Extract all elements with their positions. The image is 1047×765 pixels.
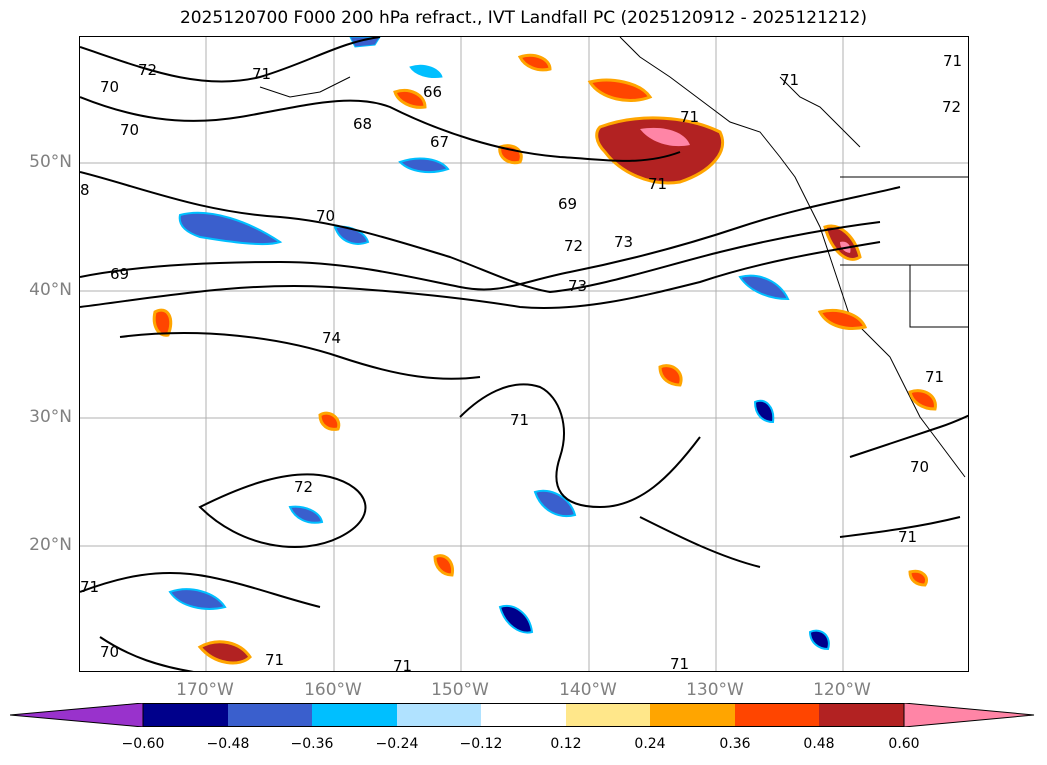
positive-anomaly-fill bbox=[152, 53, 937, 665]
contour-label-group: 72 71 70 66 71 71 72 70 68 67 71 8 69 70… bbox=[80, 52, 962, 672]
contour-label: 71 bbox=[393, 657, 412, 672]
lat-label-50n: 50°N bbox=[29, 152, 72, 172]
contour-label: 68 bbox=[353, 115, 372, 133]
contour-label: 70 bbox=[120, 121, 139, 139]
contour-label: 71 bbox=[265, 651, 284, 669]
colorbar-segment bbox=[143, 703, 228, 727]
colorbar-tick: 0.48 bbox=[803, 736, 835, 752]
contour-label: 72 bbox=[294, 478, 313, 496]
colorbar-segment bbox=[819, 703, 904, 727]
contour-label: 69 bbox=[558, 195, 577, 213]
colorbar-extend-min bbox=[9, 702, 144, 728]
contour-label: 70 bbox=[910, 458, 929, 476]
coastlines bbox=[259, 37, 968, 478]
colorbar-tick: −0.60 bbox=[121, 736, 165, 752]
contour-label: 67 bbox=[430, 133, 449, 151]
colorbar-segment bbox=[312, 703, 397, 727]
colorbar-segment bbox=[735, 703, 819, 727]
contour-label: 71 bbox=[680, 108, 699, 126]
contour-label: 70 bbox=[316, 207, 335, 225]
colorbar-tick: −0.24 bbox=[375, 736, 419, 752]
contour-label: 72 bbox=[942, 98, 961, 116]
lon-label-170w: 170°W bbox=[176, 680, 234, 700]
contour-label: 71 bbox=[780, 71, 799, 89]
contour-label: 71 bbox=[670, 655, 689, 672]
contour-label: 71 bbox=[80, 578, 99, 596]
map-title: 2025120700 F000 200 hPa refract., IVT La… bbox=[179, 8, 867, 28]
colorbar-tick: 0.24 bbox=[634, 736, 666, 752]
contour-label: 66 bbox=[423, 83, 442, 101]
colorbar-svg bbox=[9, 702, 1035, 728]
lon-label-120w: 120°W bbox=[813, 680, 871, 700]
contour-label: 69 bbox=[110, 265, 129, 283]
colorbar-tick: 0.36 bbox=[719, 736, 751, 752]
map-canvas: 72 71 70 66 71 71 72 70 68 67 71 8 69 70… bbox=[80, 37, 968, 672]
lat-label-20n: 20°N bbox=[29, 535, 72, 555]
colorbar-extend-max bbox=[903, 702, 1035, 728]
colorbar-tick: −0.36 bbox=[290, 736, 334, 752]
colorbar-segment bbox=[481, 703, 566, 727]
lon-label-150w: 150°W bbox=[431, 680, 489, 700]
contour-label: 71 bbox=[252, 65, 271, 83]
lon-label-160w: 160°W bbox=[304, 680, 362, 700]
contour-label: 8 bbox=[80, 181, 90, 199]
contour-label: 71 bbox=[898, 528, 917, 546]
contour-label: 71 bbox=[510, 411, 529, 429]
lat-label-30n: 30°N bbox=[29, 407, 72, 427]
height-contours bbox=[80, 37, 968, 671]
colorbar bbox=[9, 702, 1035, 728]
lon-label-140w: 140°W bbox=[559, 680, 617, 700]
colorbar-tick: 0.12 bbox=[550, 736, 582, 752]
negative-anomaly-fill bbox=[168, 37, 830, 651]
lat-label-40n: 40°N bbox=[29, 280, 72, 300]
contour-label: 73 bbox=[614, 233, 633, 251]
colorbar-segment bbox=[397, 703, 481, 727]
contour-label: 74 bbox=[322, 329, 341, 347]
contour-label: 72 bbox=[138, 61, 157, 79]
contour-label: 71 bbox=[648, 175, 667, 193]
colorbar-tick: 0.60 bbox=[888, 736, 920, 752]
colorbar-tick: −0.12 bbox=[459, 736, 503, 752]
contour-label: 72 bbox=[564, 237, 583, 255]
contour-label: 70 bbox=[100, 643, 119, 661]
contour-label: 73 bbox=[568, 277, 587, 295]
contour-label: 71 bbox=[943, 52, 962, 70]
lon-label-130w: 130°W bbox=[686, 680, 744, 700]
colorbar-segment bbox=[228, 703, 312, 727]
contour-label: 70 bbox=[100, 78, 119, 96]
colorbar-segment bbox=[650, 703, 735, 727]
colorbar-tick: −0.48 bbox=[206, 736, 250, 752]
colorbar-segment bbox=[566, 703, 650, 727]
contour-label: 71 bbox=[925, 368, 944, 386]
map-panel[interactable]: 72 71 70 66 71 71 72 70 68 67 71 8 69 70… bbox=[79, 36, 969, 672]
